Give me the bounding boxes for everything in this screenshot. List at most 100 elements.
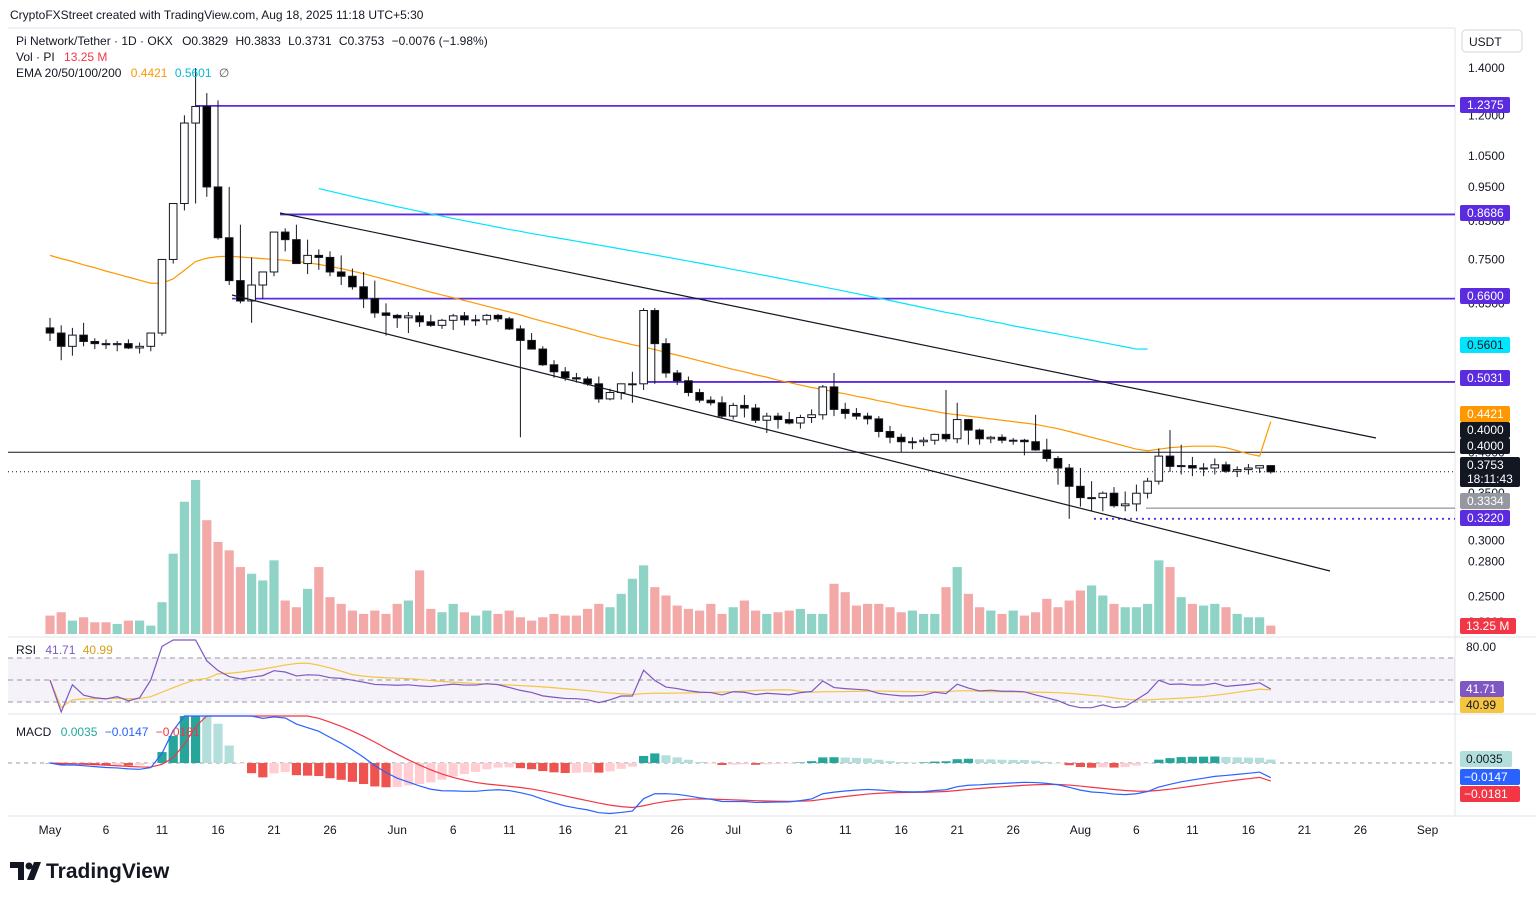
candle-body[interactable]	[896, 436, 906, 443]
candle-body[interactable]	[1087, 497, 1096, 500]
candle-body[interactable]	[1076, 485, 1085, 499]
candle-body[interactable]	[650, 310, 660, 345]
candle-body[interactable]	[538, 348, 548, 366]
candle-body[interactable]	[1109, 492, 1119, 507]
candle-body[interactable]	[124, 343, 133, 349]
candle-body[interactable]	[112, 343, 122, 346]
candle-body[interactable]	[840, 408, 850, 414]
candle-body[interactable]	[180, 122, 189, 205]
candle-body[interactable]	[1098, 492, 1108, 499]
candle-body[interactable]	[303, 254, 312, 265]
candle-body[interactable]	[258, 271, 268, 286]
candle-body[interactable]	[1232, 469, 1242, 472]
candle-body[interactable]	[101, 343, 111, 346]
candle-body[interactable]	[829, 386, 839, 410]
candle-body[interactable]	[616, 383, 626, 394]
candle-body[interactable]	[1143, 480, 1152, 494]
candle-body[interactable]	[1120, 503, 1130, 507]
candle-body[interactable]	[728, 404, 738, 417]
candle-body[interactable]	[224, 237, 234, 282]
candle-body[interactable]	[213, 186, 223, 239]
candle-body[interactable]	[247, 284, 256, 302]
candle-body[interactable]	[919, 439, 928, 443]
candle-body[interactable]	[90, 340, 100, 345]
candle-body[interactable]	[661, 343, 671, 374]
candle-body[interactable]	[975, 429, 984, 440]
candle-body[interactable]	[583, 378, 592, 385]
candle-body[interactable]	[1053, 457, 1063, 469]
candle-body[interactable]	[359, 286, 368, 300]
candle-body[interactable]	[762, 415, 772, 421]
candle-body[interactable]	[1188, 465, 1197, 469]
candle-body[interactable]	[336, 271, 346, 277]
candle-body[interactable]	[482, 314, 492, 321]
candle-body[interactable]	[986, 436, 996, 440]
candle-body[interactable]	[437, 319, 447, 326]
candle-body[interactable]	[1132, 492, 1141, 505]
candle-body[interactable]	[560, 371, 570, 379]
candle-body[interactable]	[717, 402, 727, 417]
candle-body[interactable]	[168, 203, 178, 260]
candle-body[interactable]	[1266, 465, 1276, 473]
candle-body[interactable]	[773, 415, 783, 421]
candle-body[interactable]	[628, 383, 637, 386]
candle-body[interactable]	[818, 386, 828, 416]
candle-body[interactable]	[1064, 467, 1074, 487]
candle-body[interactable]	[874, 418, 884, 433]
candle-body[interactable]	[1154, 455, 1164, 482]
candle-body[interactable]	[1008, 439, 1018, 442]
candle-body[interactable]	[381, 312, 391, 316]
candle-body[interactable]	[594, 383, 604, 400]
candle-body[interactable]	[1020, 439, 1029, 443]
candle-body[interactable]	[1210, 464, 1220, 469]
candle-body[interactable]	[964, 419, 973, 431]
candle-body[interactable]	[549, 364, 559, 373]
candle-body[interactable]	[885, 431, 895, 438]
candle-body[interactable]	[684, 380, 693, 394]
candle-body[interactable]	[269, 231, 279, 273]
candle-body[interactable]	[997, 436, 1007, 441]
candle-body[interactable]	[504, 318, 514, 330]
candle-body[interactable]	[314, 254, 324, 258]
candle-body[interactable]	[56, 332, 66, 347]
candle-body[interactable]	[135, 345, 144, 349]
candle-body[interactable]	[325, 256, 335, 273]
candle-body[interactable]	[146, 332, 156, 347]
candle-body[interactable]	[1042, 449, 1052, 459]
candle-body[interactable]	[348, 275, 357, 288]
time-axis[interactable]: May 6 11 16 21 26 Jun 6 11 16 21 26 Jul 6 11 16 21 26 Aug 6…	[39, 823, 1439, 837]
candle-body[interactable]	[1199, 467, 1208, 470]
candle-body[interactable]	[863, 415, 872, 420]
candle-body[interactable]	[639, 310, 648, 385]
candle-body[interactable]	[852, 412, 861, 417]
candle-body[interactable]	[1221, 464, 1231, 472]
candle-body[interactable]	[908, 441, 917, 444]
tradingview-logo[interactable]: TradingView	[10, 860, 170, 883]
candle-body[interactable]	[952, 419, 962, 440]
candle-body[interactable]	[202, 105, 212, 188]
candle-body[interactable]	[706, 399, 716, 404]
candle-body[interactable]	[415, 315, 424, 323]
candle-body[interactable]	[460, 315, 469, 321]
candle-body[interactable]	[45, 327, 55, 334]
candle-body[interactable]	[392, 314, 402, 319]
candle-body[interactable]	[471, 319, 480, 322]
candle-body[interactable]	[1244, 467, 1253, 471]
candle-body[interactable]	[751, 407, 760, 421]
candle-body[interactable]	[672, 372, 682, 382]
candle-body[interactable]	[404, 315, 413, 319]
candle-body[interactable]	[1031, 441, 1040, 451]
candle-body[interactable]	[68, 334, 77, 347]
candle-body[interactable]	[493, 314, 503, 320]
candle-body[interactable]	[572, 377, 581, 380]
candle-body[interactable]	[807, 414, 816, 418]
candle-body[interactable]	[448, 315, 458, 321]
candle-body[interactable]	[280, 231, 290, 241]
currency-box[interactable]	[1461, 29, 1523, 53]
candle-body[interactable]	[79, 334, 88, 342]
candle-body[interactable]	[930, 433, 940, 441]
candle-body[interactable]	[1165, 455, 1175, 467]
candle-body[interactable]	[370, 298, 380, 314]
candle-body[interactable]	[784, 419, 794, 424]
candle-body[interactable]	[191, 105, 200, 124]
